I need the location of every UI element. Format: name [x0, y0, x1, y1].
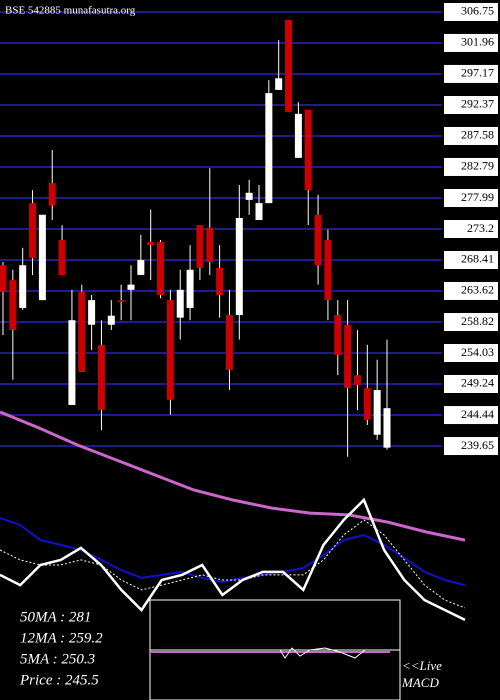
ma-label: Price : 245.5 [19, 672, 99, 688]
candle-body [117, 300, 125, 303]
y-tick-label: 301.96 [461, 35, 494, 49]
ma-label: 12MA : 259.2 [20, 630, 103, 646]
ma-label: 50MA : 281 [20, 609, 91, 625]
candle-body [285, 20, 293, 112]
y-tick-label: 282.79 [461, 159, 494, 173]
candle-body [265, 93, 273, 204]
y-tick-label: 306.75 [461, 4, 494, 18]
candle-body [29, 203, 37, 259]
candle-body [383, 408, 391, 448]
candle-body [235, 218, 243, 316]
candle-body [127, 284, 135, 290]
candle-body [275, 78, 283, 90]
macd-label: <<Live [402, 658, 442, 673]
candle-body [373, 390, 381, 435]
y-tick-label: 287.58 [461, 128, 494, 142]
candle-body [206, 227, 214, 262]
candle-body [88, 300, 96, 325]
y-tick-label: 292.37 [461, 97, 494, 111]
macd-label: MACD [401, 675, 439, 690]
candle-body [147, 241, 155, 246]
indicator-line [0, 497, 466, 622]
y-tick-label: 297.17 [461, 66, 494, 80]
candle-body [78, 291, 86, 372]
candle-body [58, 239, 66, 275]
y-tick-label: 263.62 [461, 283, 494, 297]
candle-body [38, 214, 46, 301]
candle-body [196, 225, 204, 268]
tick-box [444, 157, 498, 176]
y-tick-label: 277.99 [461, 190, 494, 204]
candle-body [9, 280, 17, 330]
indicator-line [0, 410, 466, 542]
candle-body [186, 269, 194, 308]
indicator-line [0, 519, 466, 609]
candle-body [363, 388, 371, 420]
tick-box [444, 374, 498, 393]
tick-box [444, 95, 498, 114]
tick-box [444, 33, 498, 52]
candle-body [255, 203, 263, 220]
tick-box [444, 64, 498, 83]
tick-box [444, 220, 498, 238]
candle-body [344, 324, 352, 389]
macd-line [279, 647, 366, 659]
tick-box [444, 281, 498, 300]
candle-body [353, 375, 361, 385]
candle-body [334, 315, 342, 356]
candle-body [166, 300, 174, 400]
candle-body [304, 109, 312, 191]
candle-body [225, 315, 233, 371]
tick-box [444, 406, 498, 425]
y-tick-label: 239.65 [461, 438, 494, 452]
ma-label: 5MA : 250.3 [20, 651, 95, 667]
chart-title: BSE 542885 munafasutra.org [5, 5, 136, 17]
candle-body [324, 239, 332, 301]
y-tick-label: 254.03 [461, 345, 494, 359]
candle-body [19, 265, 27, 308]
candle-body [137, 260, 145, 275]
candle-body [0, 265, 7, 292]
tick-box [444, 2, 498, 21]
candle-body [245, 192, 253, 200]
candle-body [216, 267, 224, 295]
candles [0, 20, 391, 457]
tick-box [444, 126, 498, 145]
tick-box [444, 250, 498, 269]
tick-box [444, 437, 498, 456]
tick-box [444, 344, 498, 363]
y-tick-label: 258.82 [461, 314, 494, 328]
candle-body [107, 315, 115, 325]
y-tick-label: 273.2 [467, 221, 494, 235]
candle-body [97, 344, 105, 411]
candle-body [176, 289, 184, 318]
y-tick-label: 244.44 [461, 407, 494, 421]
y-tick-label: 249.24 [461, 376, 494, 390]
candle-body [68, 320, 76, 405]
tick-box [444, 189, 498, 208]
candle-body [294, 113, 302, 158]
candle-body [157, 241, 165, 295]
y-tick-label: 268.41 [461, 252, 494, 266]
indicator-panel [0, 410, 466, 700]
candle-body [314, 214, 322, 266]
candle-body [48, 183, 56, 206]
tick-box [444, 313, 498, 332]
